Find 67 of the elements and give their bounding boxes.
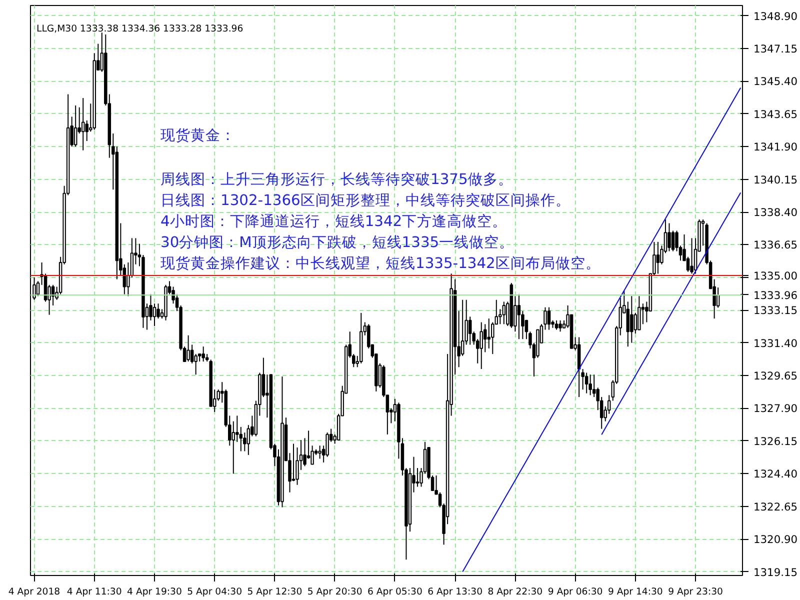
candlestick — [588, 374, 592, 396]
x-tick-label: 8 Apr 22:30 — [488, 586, 543, 598]
y-tick-label: 1348.90 — [754, 10, 798, 23]
candlestick — [156, 303, 160, 320]
y-tick-label: 1326.15 — [754, 434, 798, 448]
candlestick — [668, 222, 671, 252]
y-tick-label: 1327.90 — [754, 402, 798, 416]
ref-line-label: 1335.00 — [754, 270, 798, 283]
y-tick-label: 1341.90 — [754, 140, 798, 154]
y-tick-label: 1347.15 — [754, 42, 798, 56]
candlestick — [584, 372, 588, 394]
candlestick — [81, 98, 85, 151]
x-tick-label: 5 Apr 20:30 — [307, 586, 362, 598]
annotation: 30分钟图：M顶形态向下跌破，短线1335一线做空。 — [160, 234, 514, 251]
candlestick — [468, 316, 472, 346]
x-tick-label: 9 Apr 14:30 — [608, 586, 663, 598]
candlestick — [32, 276, 36, 300]
x-tick-label: 9 Apr 23:30 — [668, 586, 724, 598]
x-tick-label: 5 Apr 12:30 — [247, 586, 302, 598]
x-tick-label: 4 Apr 19:30 — [127, 586, 182, 598]
y-tick-label: 1329.65 — [754, 370, 798, 383]
ref-line-label: 1333.96 — [754, 288, 798, 302]
candlestick — [480, 322, 483, 370]
y-tick-label: 1319.15 — [754, 566, 798, 579]
x-tick-label: 9 Apr 06:30 — [548, 586, 603, 598]
x-tick-label: 5 Apr 04:30 — [187, 586, 242, 598]
y-tick-label: 1333.15 — [754, 304, 798, 318]
candlestick — [517, 294, 521, 340]
candlestick — [186, 334, 190, 362]
annotation: 4小时图：下降通道运行，短线1342下方逢高做空。 — [160, 213, 508, 230]
candlestick — [239, 426, 243, 452]
candlestick — [152, 303, 156, 327]
candlestick — [202, 346, 205, 362]
candlestick — [318, 445, 322, 460]
x-tick-label: 6 Apr 13:30 — [428, 586, 483, 598]
y-tick-label: 1340.15 — [754, 173, 798, 186]
candlestick — [194, 354, 198, 376]
x-tick-label: 6 Apr 05:30 — [368, 586, 422, 598]
x-tick-label: 4 Apr 2018 — [8, 586, 60, 598]
candlestick — [502, 301, 506, 325]
candlestick — [630, 296, 634, 344]
candlestick — [74, 104, 78, 148]
annotation: 日线图：1302-1366区间矩形整理，中线等待突破区间操作。 — [160, 192, 570, 209]
candlestick — [592, 374, 596, 398]
candlestick — [554, 320, 558, 330]
candlestick — [638, 296, 641, 330]
y-tick-label: 1343.65 — [754, 108, 798, 121]
annotation: 周线图：上升三角形运行，长线等待突破1375做多。 — [160, 171, 513, 188]
y-tick-label: 1320.90 — [754, 533, 798, 546]
annotation: 现货黄金操作建议：中长线观望，短线1335-1342区间布局做空。 — [160, 255, 600, 272]
y-tick-label: 1345.40 — [754, 75, 798, 88]
candlestick — [547, 306, 551, 330]
candlestick — [416, 468, 420, 488]
y-tick-label: 1324.40 — [754, 468, 798, 481]
text: LLG,M30 1333.38 1334.36 1333.28 1333.96 — [36, 24, 244, 34]
annotation: 现货黄金： — [160, 127, 236, 144]
candlestick — [690, 238, 694, 274]
candlestick — [558, 320, 562, 332]
x-tick-label: 4 Apr 11:30 — [66, 586, 122, 598]
candlestick — [36, 280, 40, 297]
y-tick-label: 1338.40 — [754, 206, 798, 220]
candlestick — [671, 230, 675, 252]
y-tick-label: 1322.65 — [754, 500, 798, 514]
line-series — [601, 192, 742, 436]
y-tick-label: 1331.40 — [754, 336, 798, 350]
y-tick-label: 1336.65 — [754, 238, 798, 252]
candlestick — [656, 241, 660, 274]
